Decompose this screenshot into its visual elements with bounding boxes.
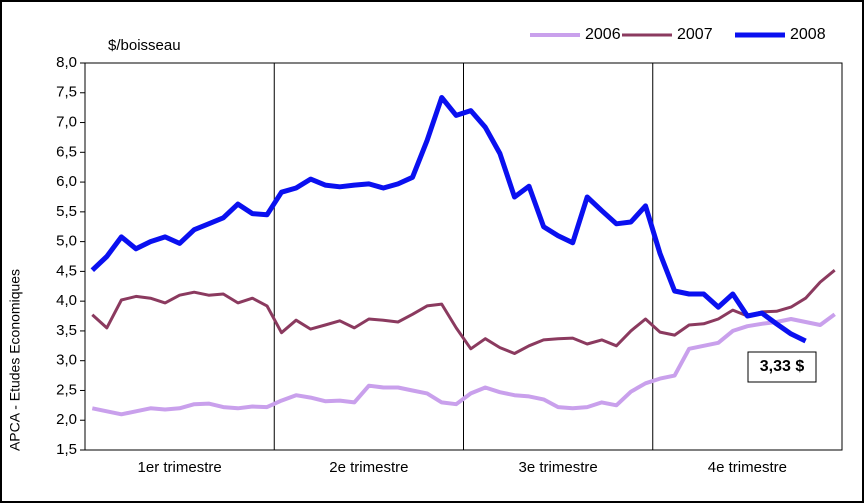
y-tick-label: 4,0 [56, 292, 77, 309]
legend-label: 2007 [677, 26, 713, 43]
y-tick-label: 3,0 [56, 352, 77, 369]
y-tick-label: 5,5 [56, 203, 77, 220]
side-label: APCA - Etudes Economiques [7, 269, 23, 451]
y-tick-label: 2,0 [56, 411, 77, 428]
y-axis-label: $/boisseau [108, 37, 181, 54]
y-tick-label: 3,5 [56, 322, 77, 339]
x-tick-label: 3e trimestre [519, 459, 598, 476]
y-tick-label: 7,0 [56, 114, 77, 131]
y-tick-label: 4,5 [56, 262, 77, 279]
annotation-box [747, 351, 817, 383]
y-tick-label: 5,0 [56, 233, 77, 250]
y-tick-label: 2,5 [56, 381, 77, 398]
x-tick-label: 1er trimestre [138, 459, 222, 476]
legend-label: 2006 [585, 26, 621, 43]
x-tick-label: 4e trimestre [708, 459, 787, 476]
legend-label: 2008 [790, 26, 826, 43]
series-line [91, 312, 836, 417]
annotation: 3,33 $ [760, 358, 805, 375]
y-tick-label: 7,5 [56, 84, 77, 101]
y-tick-label: 8,0 [56, 54, 77, 71]
x-tick-label: 2e trimestre [329, 459, 408, 476]
y-tick-label: 1,5 [56, 441, 77, 458]
series-line [91, 269, 836, 355]
series-line [90, 95, 807, 344]
y-tick-label: 6,5 [56, 143, 77, 160]
y-tick-label: 6,0 [56, 173, 77, 190]
